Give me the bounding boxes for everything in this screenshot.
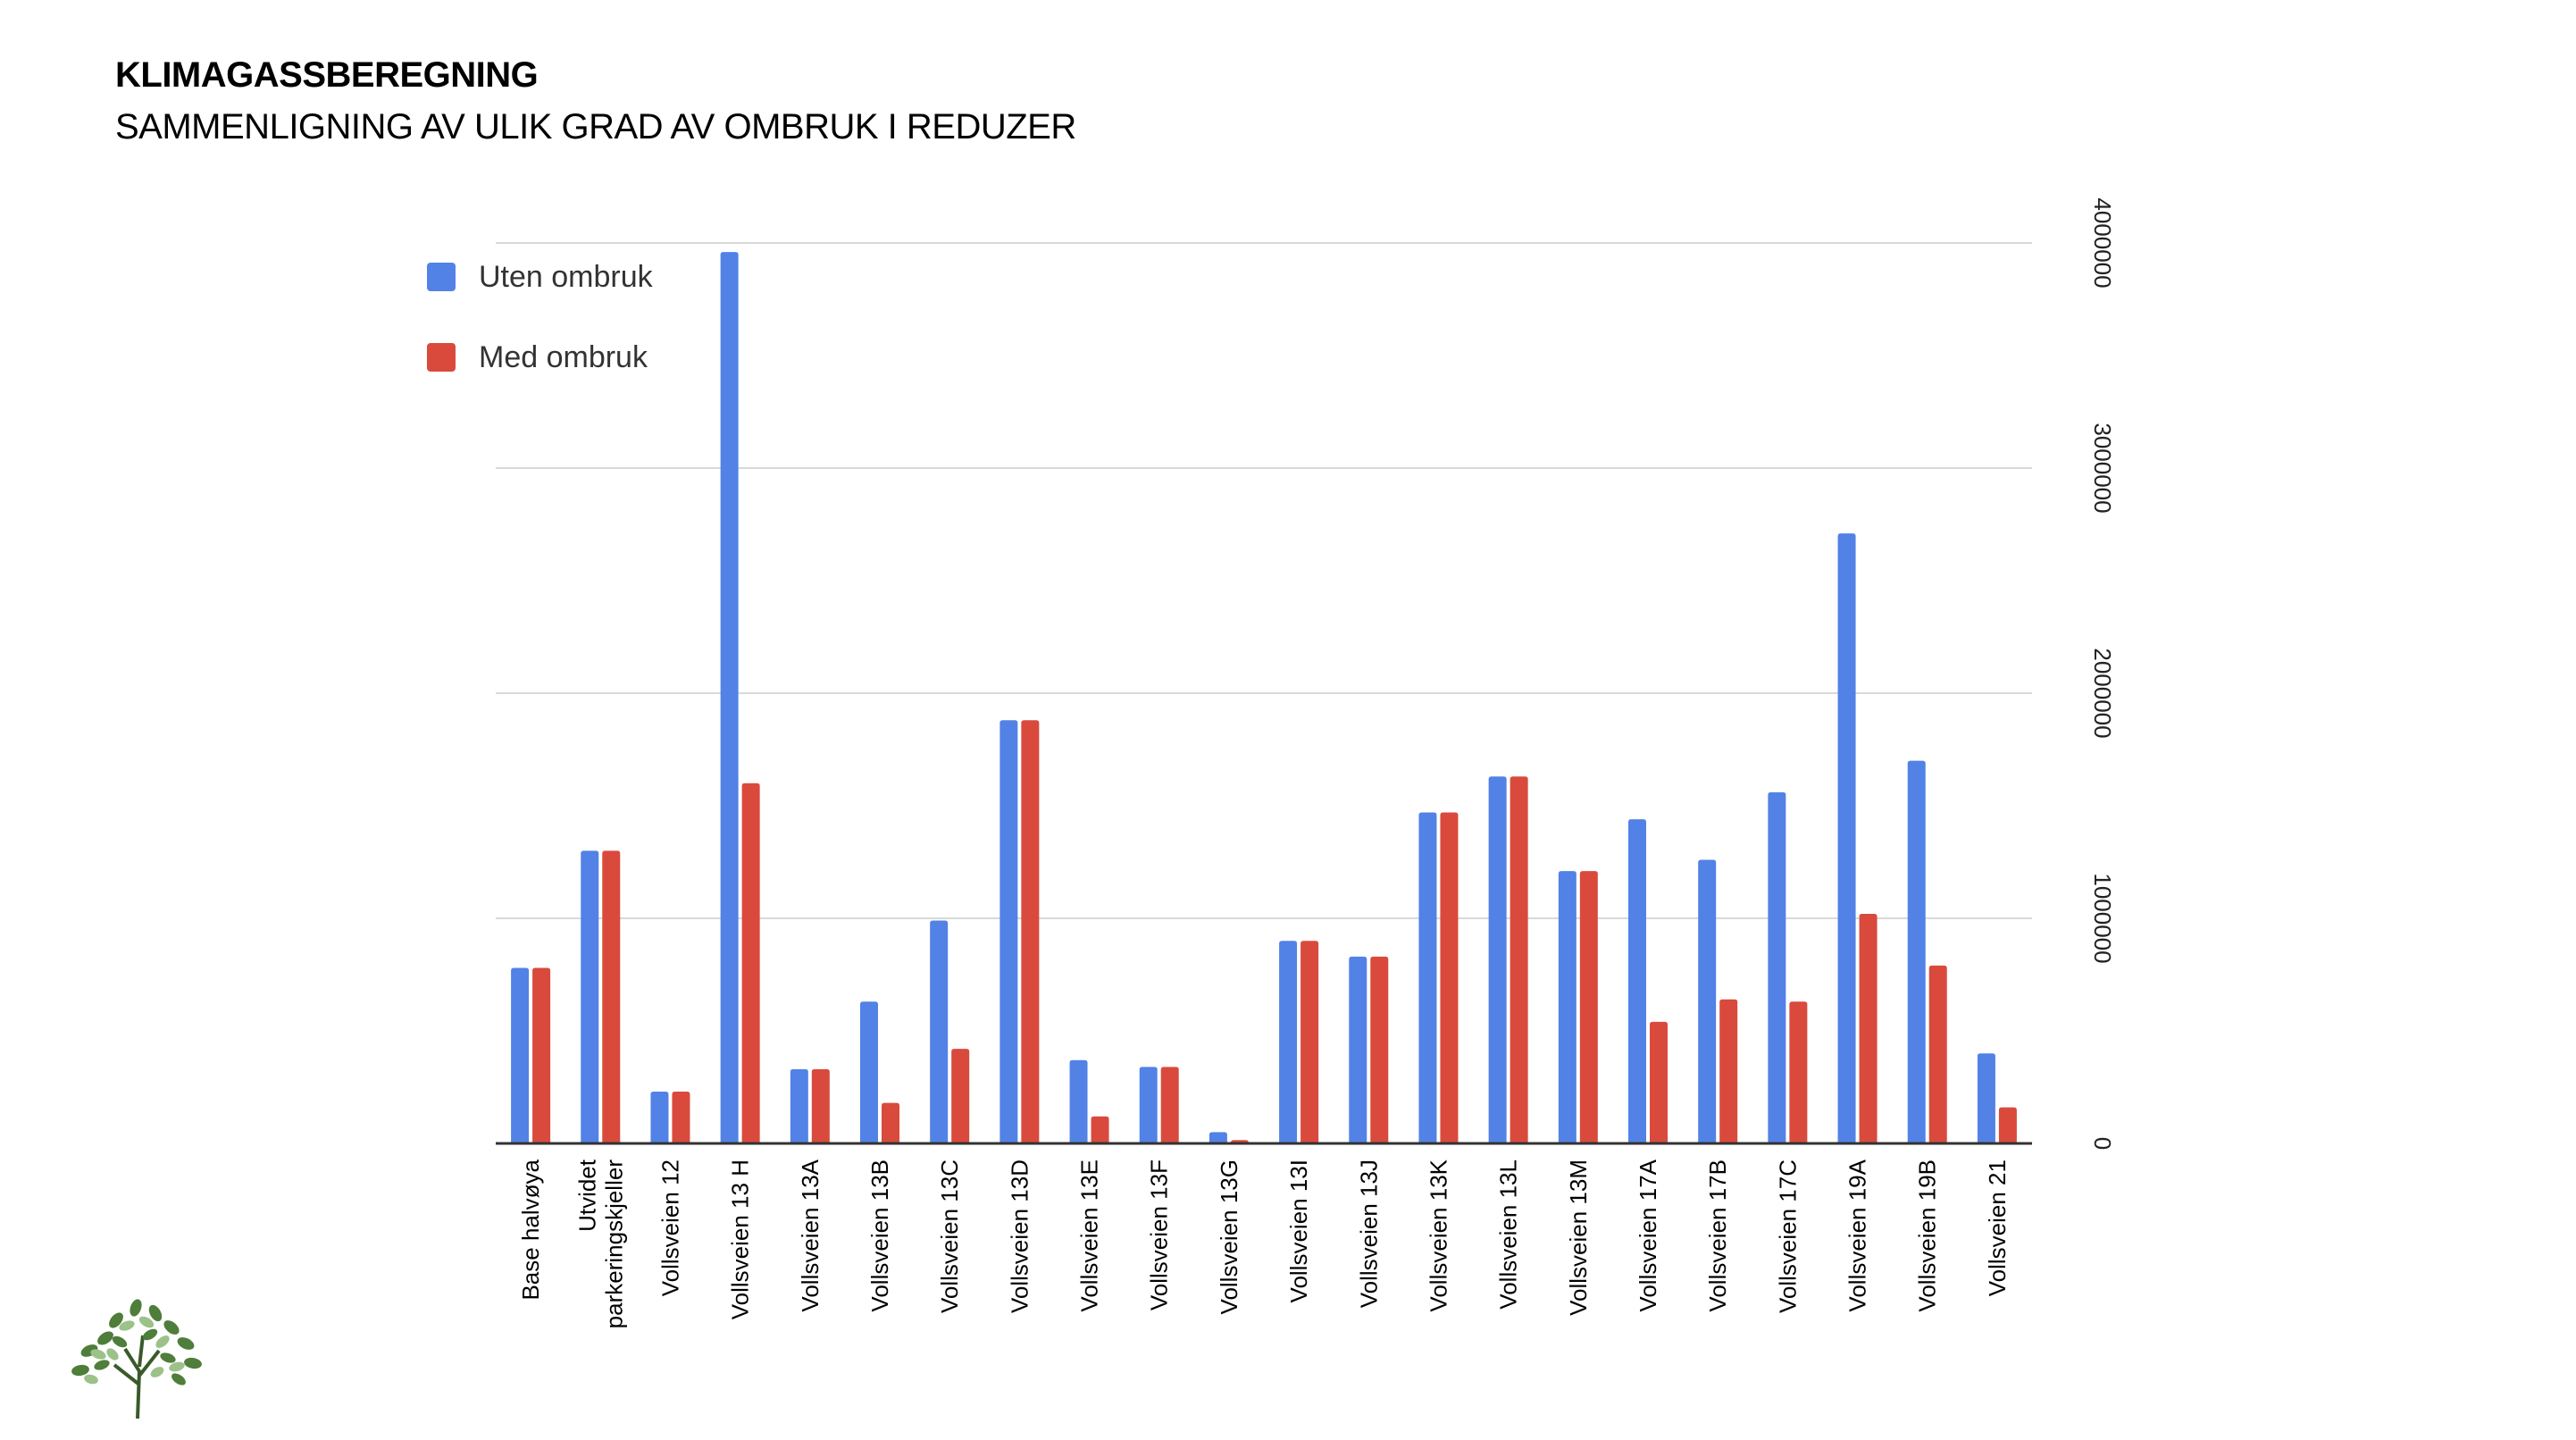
legend-swatch-med [427, 343, 456, 372]
x-tick-label: Vollsveien 13C [936, 1160, 963, 1313]
legend-item-uten: Uten ombruk [427, 259, 653, 295]
x-tick-label: Vollsveien 19A [1844, 1159, 1871, 1311]
bar-uten-ombruk [1488, 776, 1507, 1143]
x-tick-label: Vollsveien 17C [1774, 1160, 1801, 1313]
bar-uten-ombruk [1558, 871, 1577, 1143]
bar-uten-ombruk [1698, 859, 1717, 1143]
bar-med-ombruk [1301, 941, 1319, 1143]
x-tick-label: Vollsveien 19B [1914, 1160, 1941, 1312]
x-tick-label: Vollsveien 13 H [727, 1160, 754, 1319]
x-tick-label: Vollsveien 13M [1565, 1160, 1592, 1316]
slide-title: KLIMAGASSBEREGNING [115, 55, 539, 95]
x-tick-label: Vollsveien 13E [1076, 1160, 1103, 1312]
bar-uten-ombruk [1768, 791, 1786, 1143]
bar-uten-ombruk [1628, 819, 1646, 1143]
bar-med-ombruk [1579, 871, 1598, 1143]
bar-med-ombruk [1789, 1001, 1808, 1143]
bar-med-ombruk [1440, 812, 1459, 1143]
x-tick-label: parkeringskjeller [600, 1160, 627, 1329]
bar-med-ombruk [1998, 1107, 2017, 1143]
x-tick-label: Base halvøya [517, 1159, 544, 1300]
bar-uten-ombruk [581, 850, 599, 1143]
bar-uten-ombruk [650, 1092, 669, 1143]
bar-uten-ombruk [1279, 941, 1298, 1143]
x-tick-label: Utvidet [573, 1159, 600, 1232]
chart-legend: Uten ombruk Med ombruk [427, 259, 653, 420]
bar-med-ombruk [811, 1068, 830, 1143]
bar-med-ombruk [1650, 1021, 1668, 1143]
tree-logo-icon [63, 1286, 214, 1425]
legend-label-med: Med ombruk [479, 339, 648, 374]
bars [511, 252, 2017, 1144]
bar-med-ombruk [602, 850, 621, 1143]
bar-med-ombruk [1719, 999, 1738, 1143]
bar-uten-ombruk [1349, 956, 1367, 1143]
x-tick-label: Vollsveien 13F [1146, 1160, 1173, 1310]
bar-med-ombruk [1370, 956, 1389, 1143]
x-tick-label: Vollsveien 17B [1704, 1160, 1731, 1312]
bar-uten-ombruk [1837, 533, 1856, 1143]
slide-subtitle: SAMMENLIGNING AV ULIK GRAD AV OMBRUK I R… [115, 107, 1076, 147]
x-tick-label: Vollsveien 13J [1355, 1160, 1382, 1308]
bar-uten-ombruk [999, 720, 1018, 1143]
legend-label-uten: Uten ombruk [479, 259, 653, 294]
bar-uten-ombruk [511, 967, 530, 1143]
x-tick-label: Vollsveien 13B [866, 1160, 893, 1312]
bar-uten-ombruk [1977, 1053, 1995, 1143]
bar-uten-ombruk [720, 252, 739, 1144]
y-tick-label: 2000000 [2089, 648, 2116, 738]
bar-med-ombruk [1160, 1067, 1179, 1143]
bar-med-ombruk [1928, 965, 1947, 1143]
y-tick-labels: 0 1000000 2000000 3000000 4000000 [2089, 197, 2116, 1150]
x-tick-label: Vollsveien 13G [1216, 1160, 1242, 1314]
bar-uten-ombruk [860, 1001, 878, 1143]
x-tick-label: Vollsveien 13D [1006, 1160, 1033, 1313]
y-tick-label: 0 [2089, 1137, 2116, 1150]
bar-med-ombruk [1091, 1116, 1109, 1143]
bar-uten-ombruk [1069, 1059, 1088, 1143]
bar-med-ombruk [1859, 913, 1878, 1143]
x-tick-label: Vollsveien 21 [1984, 1160, 2011, 1296]
x-tick-label: Vollsveien 13A [797, 1159, 824, 1311]
bar-med-ombruk [741, 783, 760, 1143]
x-tick-labels: Base halvøya Utvidet parkeringskjeller Voll… [517, 1159, 2011, 1328]
bar-med-ombruk [882, 1102, 899, 1143]
legend-item-med: Med ombruk [427, 339, 653, 375]
x-tick-label: Vollsveien 13K [1425, 1159, 1451, 1311]
bar-med-ombruk [951, 1049, 970, 1143]
bar-med-ombruk [1021, 720, 1040, 1143]
bar-uten-ombruk [1907, 760, 1926, 1143]
bar-med-ombruk [532, 967, 551, 1143]
bar-uten-ombruk [1139, 1067, 1158, 1143]
x-tick-label: Vollsveien 17A [1635, 1159, 1661, 1311]
bar-med-ombruk [672, 1092, 690, 1143]
bar-uten-ombruk [1209, 1132, 1227, 1143]
bar-uten-ombruk [790, 1068, 808, 1143]
x-tick-label: Vollsveien 12 [657, 1160, 683, 1296]
y-tick-label: 4000000 [2089, 197, 2116, 288]
bar-uten-ombruk [930, 920, 949, 1143]
x-tick-label: Vollsveien 13L [1495, 1160, 1522, 1310]
x-tick-label: Vollsveien 13I [1285, 1160, 1312, 1302]
bar-med-ombruk [1510, 776, 1528, 1143]
bar-uten-ombruk [1418, 812, 1437, 1143]
legend-swatch-uten [427, 263, 456, 291]
y-tick-label: 3000000 [2089, 423, 2116, 513]
y-tick-label: 1000000 [2089, 873, 2116, 963]
